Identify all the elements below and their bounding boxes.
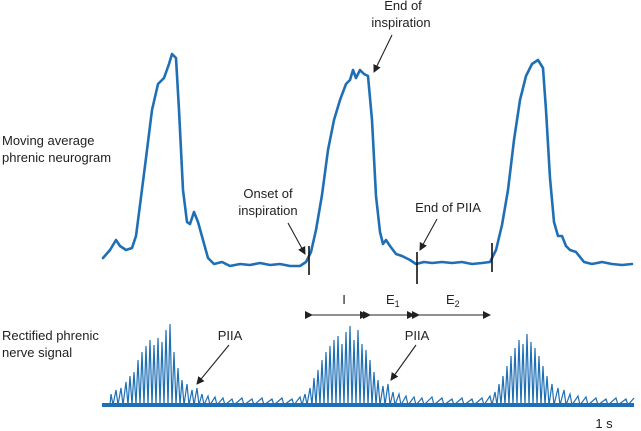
- phase-i-label: I: [342, 292, 346, 307]
- piia-label-2: PIIA: [405, 328, 430, 343]
- piia-arrow-2: [390, 344, 417, 381]
- onset-label-line1: Onset of: [243, 186, 293, 201]
- end-piia-label: End of PIIA: [415, 200, 481, 215]
- neurogram-label-line1: Moving average: [2, 133, 95, 148]
- piia-label-1: PIIA: [218, 328, 243, 343]
- neurogram-label-line2: phrenic neurogram: [2, 150, 111, 165]
- end-inspiration-label-line2: inspiration: [371, 15, 430, 30]
- onset-arrow: [287, 222, 306, 255]
- rectified-label-line1: Rectified phrenic: [2, 328, 99, 343]
- end-inspiration-arrow: [373, 34, 393, 73]
- neurogram-trace: [101, 52, 634, 268]
- end-inspiration-label-line1: End of: [384, 0, 422, 13]
- time-scale-label: 1 s: [595, 416, 613, 431]
- phase-e2-label: E2: [446, 292, 460, 309]
- end-piia-arrow: [419, 218, 438, 251]
- piia-arrow-1: [196, 344, 230, 385]
- phase-e1-label: E1: [386, 292, 400, 309]
- onset-label-line2: inspiration: [238, 203, 297, 218]
- rectified-signal: [109, 323, 635, 408]
- rectified-label-line2: nerve signal: [2, 345, 72, 360]
